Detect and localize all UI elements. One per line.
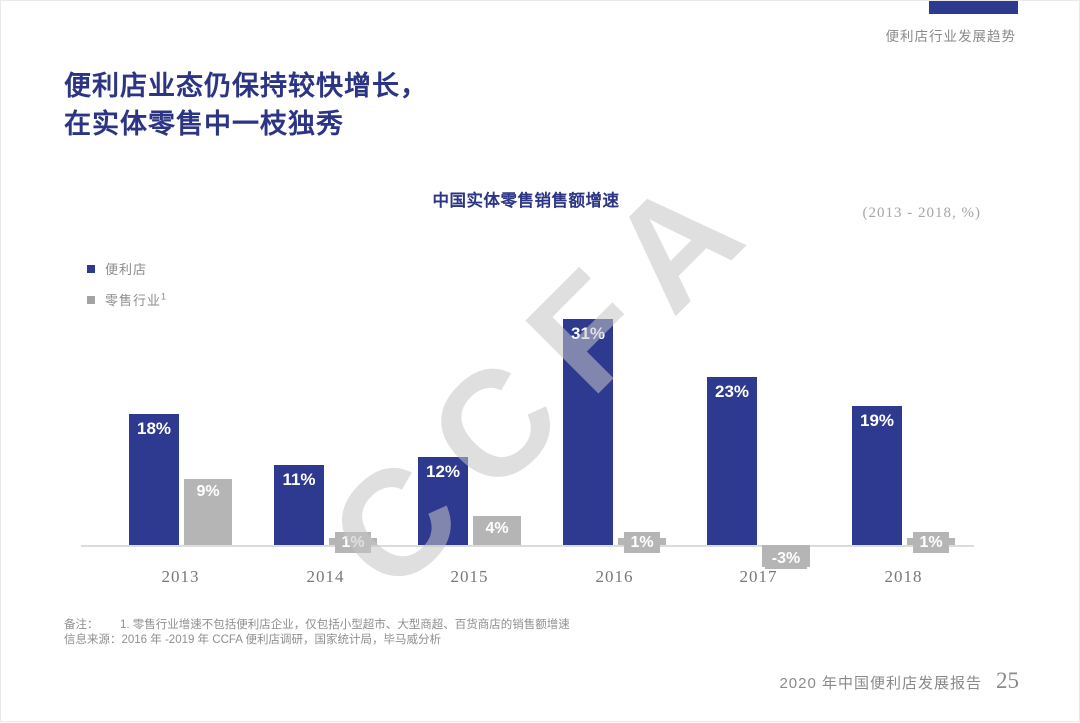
legend-label: 便利店 bbox=[105, 262, 148, 277]
bar-value-label: 9% bbox=[196, 483, 220, 500]
bar-value-label: 18% bbox=[136, 419, 172, 438]
page-title: 便利店业态仍保持较快增长， 在实体零售中一枝独秀 bbox=[64, 67, 428, 143]
bar-value-label: 11% bbox=[282, 470, 316, 489]
legend-swatch-blue bbox=[87, 264, 95, 273]
page-title-line2: 在实体零售中一枝独秀 bbox=[64, 109, 344, 139]
footnote-source-label: 信息来源： bbox=[64, 634, 122, 646]
axis-category-label: 2015 bbox=[450, 567, 489, 586]
axis-category-label: 2016 bbox=[595, 567, 634, 586]
axis-category-label: 2013 bbox=[161, 567, 200, 586]
footnote-note-text: 1. 零售行业增速不包括便利店企业，仅包括小型超市、大型商超、百货商店的销售额增… bbox=[120, 619, 570, 631]
legend-item-retail-industry: 零售行业1 bbox=[87, 290, 167, 309]
chart-title: 中国实体零售销售额增速 bbox=[432, 192, 620, 210]
bar-value-label: 1% bbox=[335, 532, 371, 553]
bar-value-label: 4% bbox=[485, 520, 509, 537]
footnotes: 备注： 1. 零售行业增速不包括便利店企业，仅包括小型超市、大型商超、百货商店的… bbox=[64, 618, 824, 648]
bar-value-label: 19% bbox=[859, 411, 895, 430]
chart-period-label: (2013 - 2018, %) bbox=[862, 205, 981, 221]
bar-convenience-store bbox=[707, 377, 757, 545]
header-section-label: 便利店行业发展趋势 bbox=[885, 29, 1016, 44]
bar-retail-industry bbox=[473, 516, 521, 545]
bar-value-label: -3% bbox=[765, 548, 807, 569]
axis-category-label: 2018 bbox=[884, 567, 923, 586]
legend-item-convenience-store: 便利店 bbox=[87, 259, 167, 278]
legend-footnote-marker: 1 bbox=[161, 291, 168, 302]
bar-convenience-store bbox=[563, 319, 613, 545]
bar-value-label: 12% bbox=[425, 462, 461, 481]
axis-category-label: 2014 bbox=[306, 567, 345, 586]
header-accent-bar bbox=[929, 1, 1018, 14]
x-axis-line bbox=[81, 545, 974, 547]
footnote-note-label: 备注： bbox=[64, 619, 99, 631]
bar-value-label: 31% bbox=[570, 324, 606, 343]
footnote-source: 信息来源： 2016 年 -2019 年 CCFA 便利店调研，国家统计局，毕马… bbox=[64, 633, 824, 648]
legend-label: 零售行业1 bbox=[105, 291, 168, 308]
footer-page-number: 25 bbox=[996, 668, 1019, 693]
bar-retail-industry bbox=[184, 479, 232, 545]
bar-convenience-store bbox=[852, 406, 902, 545]
bar-value-label: 23% bbox=[714, 382, 750, 401]
axis-category-label: 2017 bbox=[739, 567, 778, 586]
bar-value-label: 1% bbox=[913, 532, 949, 553]
chart-legend: 便利店 零售行业1 bbox=[87, 259, 167, 321]
bar-convenience-store bbox=[129, 414, 179, 545]
bar-convenience-store bbox=[274, 465, 324, 545]
footnote-source-text: 2016 年 -2019 年 CCFA 便利店调研，国家统计局，毕马威分析 bbox=[121, 634, 442, 646]
bar-value-label: 1% bbox=[624, 532, 660, 553]
page-title-line1: 便利店业态仍保持较快增长， bbox=[64, 71, 428, 101]
page-footer: 2020 年中国便利店发展报告 25 bbox=[779, 668, 1019, 694]
bar-convenience-store bbox=[418, 457, 468, 545]
footnote-note: 备注： 1. 零售行业增速不包括便利店企业，仅包括小型超市、大型商超、百货商店的… bbox=[64, 618, 824, 633]
legend-swatch-gray bbox=[87, 295, 95, 304]
footer-report-title: 2020 年中国便利店发展报告 bbox=[779, 675, 982, 692]
